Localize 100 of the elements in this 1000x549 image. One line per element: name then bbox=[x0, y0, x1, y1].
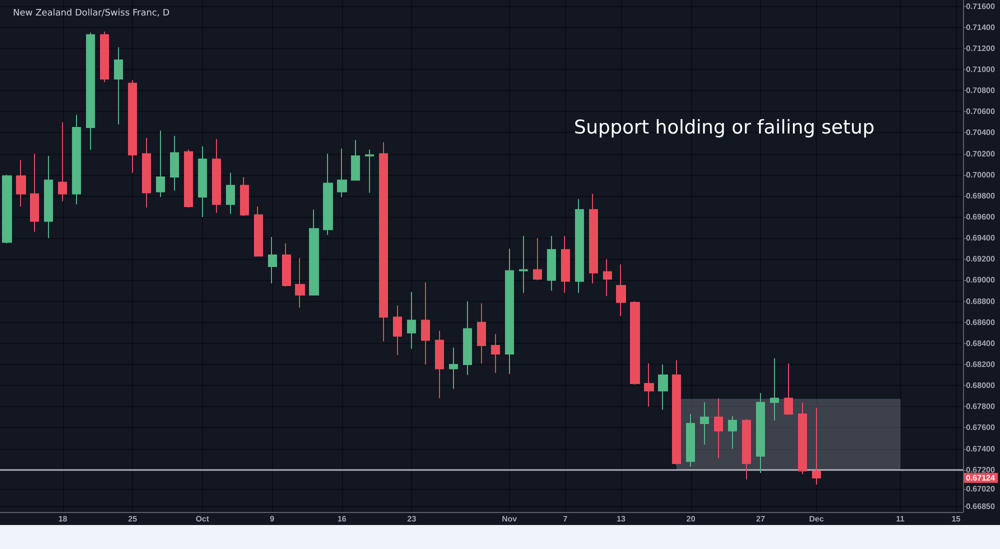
x-tick-label: 11 bbox=[896, 514, 905, 524]
candlestick bbox=[337, 148, 347, 198]
candlestick bbox=[756, 392, 765, 474]
candlestick bbox=[798, 402, 807, 475]
candlestick bbox=[44, 155, 53, 239]
candlestick bbox=[156, 130, 165, 198]
candlestick bbox=[686, 414, 695, 468]
candlestick bbox=[700, 402, 709, 446]
x-tick-label: 25 bbox=[128, 514, 138, 524]
candlestick bbox=[449, 347, 458, 390]
candlestick bbox=[323, 153, 333, 236]
candlestick bbox=[672, 360, 681, 466]
y-tick-label: 0.71400 bbox=[966, 22, 996, 32]
candlestick bbox=[282, 242, 291, 288]
candlestick bbox=[519, 235, 528, 294]
candlestick bbox=[575, 198, 584, 294]
candlestick bbox=[491, 333, 500, 374]
x-tick-label: 23 bbox=[407, 514, 417, 524]
x-tick-label: 15 bbox=[952, 514, 962, 524]
y-tick-label: 0.70600 bbox=[966, 107, 996, 116]
candlestick bbox=[547, 235, 556, 292]
y-tick-label: 0.71200 bbox=[966, 44, 996, 53]
y-tick-label: 0.68400 bbox=[966, 338, 996, 348]
text: New Zealand Dollar/Swiss Franc, D bbox=[13, 8, 170, 18]
candlestick bbox=[198, 146, 207, 218]
candlestick bbox=[114, 46, 123, 125]
x-tick-label: 18 bbox=[58, 514, 68, 524]
y-tick-label: 0.69000 bbox=[966, 276, 996, 285]
y-tick-label: 0.67600 bbox=[966, 423, 996, 432]
candlestick bbox=[477, 302, 486, 364]
candlestick bbox=[435, 330, 444, 399]
candlestick bbox=[505, 248, 514, 374]
candlestick bbox=[58, 122, 67, 202]
candlestick bbox=[630, 300, 640, 386]
y-tick-label: 0.68000 bbox=[966, 381, 996, 390]
candlestick bbox=[714, 398, 723, 459]
candlestick bbox=[770, 358, 779, 421]
y-tick-label: 0.69800 bbox=[966, 191, 996, 200]
candlestick bbox=[379, 142, 388, 342]
candlestick bbox=[407, 291, 416, 350]
candlestick bbox=[128, 80, 137, 174]
y-tick-label: 0.68800 bbox=[966, 296, 996, 306]
candlestick bbox=[812, 407, 821, 486]
candlestick bbox=[142, 138, 151, 208]
candlestick bbox=[170, 135, 179, 192]
annotation: Support holding or failing setup bbox=[574, 116, 875, 138]
candlestick bbox=[309, 209, 319, 296]
candlestick bbox=[728, 416, 737, 450]
y-tick-label: 0.67800 bbox=[966, 402, 996, 412]
x-tick-label: 7 bbox=[563, 514, 568, 524]
text: 0.67124 bbox=[966, 473, 996, 482]
y-tick-label: 0.70200 bbox=[966, 149, 996, 158]
candlestick bbox=[589, 193, 598, 284]
y-tick-label: 0.68600 bbox=[966, 318, 996, 327]
candlestick bbox=[533, 238, 542, 281]
candlestick bbox=[393, 305, 402, 356]
x-tick-label: Dec bbox=[809, 514, 824, 524]
candlestick bbox=[72, 114, 81, 205]
candlestick bbox=[212, 138, 221, 214]
candlestick bbox=[784, 362, 793, 415]
y-tick-label: 0.66850 bbox=[966, 502, 996, 512]
x-tick-label: 13 bbox=[616, 514, 626, 524]
x-tick-label: 9 bbox=[270, 514, 275, 524]
candlestick bbox=[421, 282, 430, 366]
y-tick-label: 0.70400 bbox=[966, 128, 996, 138]
candlestick bbox=[226, 172, 235, 214]
candlestick bbox=[616, 264, 626, 317]
candlestick bbox=[268, 236, 277, 284]
candlestick bbox=[16, 160, 26, 207]
x-tick-label: 27 bbox=[756, 514, 766, 524]
candlestick bbox=[658, 364, 668, 410]
candlestick bbox=[603, 258, 612, 297]
candlestick bbox=[644, 362, 654, 408]
candlestick bbox=[742, 418, 751, 480]
y-tick-label: 0.69400 bbox=[966, 234, 996, 243]
x-tick-label: 20 bbox=[686, 514, 696, 524]
y-tick-label: 0.70000 bbox=[966, 170, 996, 180]
candlestick bbox=[254, 206, 263, 256]
candlestick bbox=[351, 140, 360, 181]
y-tick-label: 0.69200 bbox=[966, 254, 996, 264]
candlestick bbox=[2, 174, 12, 244]
candlestick bbox=[365, 149, 374, 194]
y-tick-label: 0.68200 bbox=[966, 360, 996, 370]
candlestick bbox=[295, 258, 305, 308]
candlestick bbox=[100, 31, 109, 83]
candlestick bbox=[463, 300, 472, 376]
candlestick bbox=[30, 153, 39, 232]
candlestick bbox=[240, 176, 249, 216]
x-tick-label: 16 bbox=[337, 514, 347, 524]
y-tick-label: 0.69600 bbox=[966, 212, 996, 222]
candlestick bbox=[184, 149, 193, 208]
y-tick-label: 0.71600 bbox=[966, 2, 996, 11]
y-tick-label: 0.70800 bbox=[966, 86, 996, 96]
y-tick-label: 0.67400 bbox=[966, 444, 996, 454]
y-tick-label: 0.67020 bbox=[966, 484, 996, 494]
x-tick-label: Nov bbox=[502, 514, 518, 524]
x-tick-label: Oct bbox=[196, 514, 210, 524]
candlestick bbox=[561, 235, 570, 294]
candlestick bbox=[86, 32, 95, 150]
y-tick-label: 0.67200 bbox=[966, 465, 996, 474]
